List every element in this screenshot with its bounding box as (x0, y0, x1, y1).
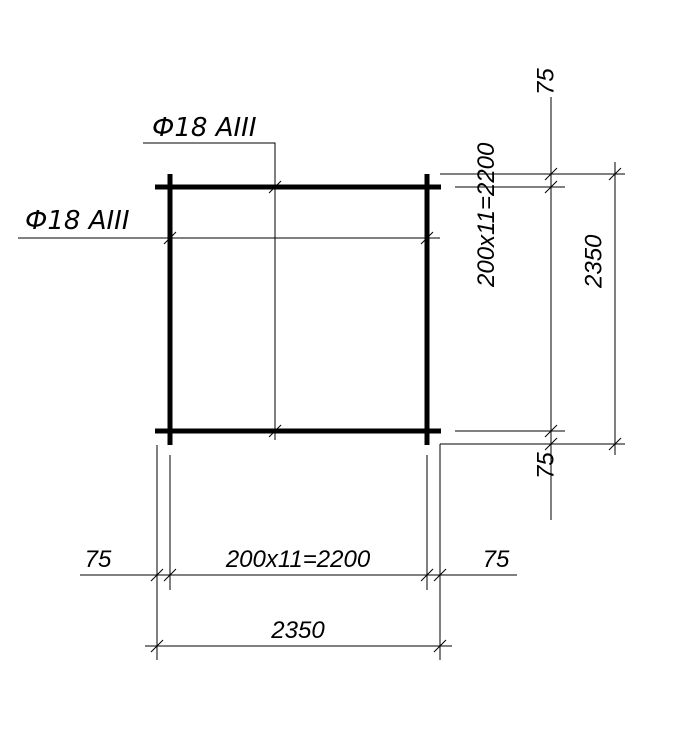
bottom-dimensions (80, 444, 517, 660)
dimension-label: 200x11=2200 (225, 546, 371, 573)
dimension-label: 2350 (580, 234, 607, 289)
dimension-lines (440, 97, 625, 520)
leader (143, 142, 276, 440)
dimension-label: 75 (483, 546, 510, 573)
dimension-label: 75 (533, 68, 560, 95)
dimension-label: 200x11=2200 (473, 142, 500, 288)
right-dimensions (440, 97, 625, 520)
tick (544, 167, 622, 451)
dimension-label: 75 (85, 546, 112, 573)
tick (150, 568, 447, 653)
dimension-label: 2350 (270, 617, 325, 644)
dimension-label: 75 (533, 452, 560, 479)
rebar-label: Ф18 AIII (152, 113, 257, 143)
rebar-label: Ф18 AIII (25, 206, 130, 236)
rebars (155, 174, 441, 445)
tick (163, 180, 434, 438)
dimension-lines (80, 444, 517, 660)
leaders (18, 142, 440, 440)
